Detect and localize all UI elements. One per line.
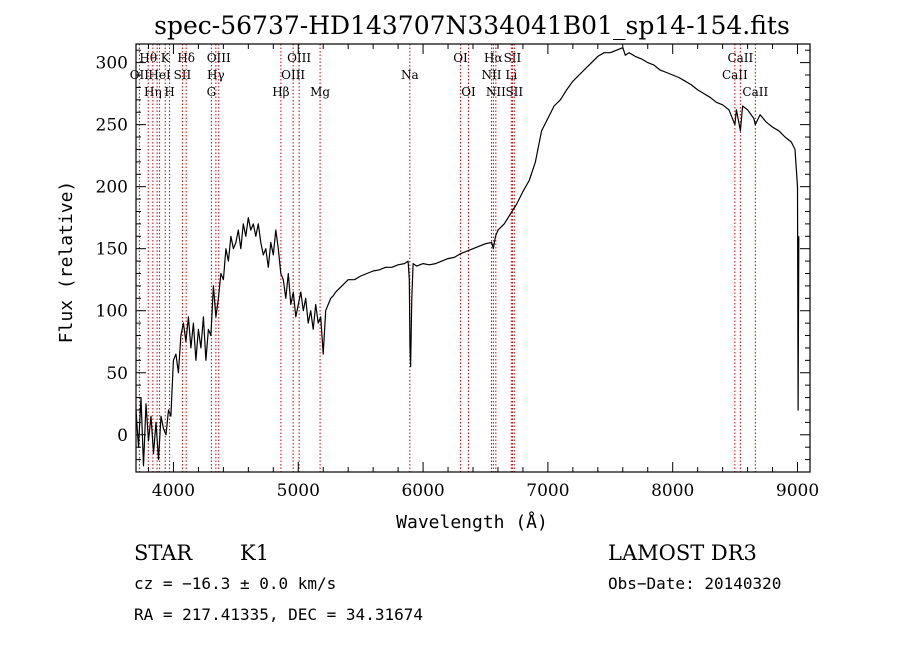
y-tick-label: 0 [117, 426, 128, 446]
line-markers: OIIHθHηHeIKHSIIHδGHγOIIIHβOIIIOIIIMgNaOI… [130, 44, 768, 472]
y-tick-label: 250 [96, 116, 128, 136]
line-marker-label: G [207, 85, 217, 99]
line-marker-label: SII [505, 85, 523, 99]
spectrum-line [135, 47, 800, 467]
line-marker-label: OI [461, 85, 476, 99]
y-axis-label: Flux (relative) [56, 181, 77, 344]
line-marker-label: K [161, 51, 171, 65]
x-tick-label: 9000 [776, 481, 819, 501]
line-marker-label: Hη [144, 85, 162, 99]
line-marker-label: Hβ [272, 85, 289, 99]
x-tick-label: 4000 [152, 481, 195, 501]
line-marker-label: Hγ [207, 68, 225, 82]
y-tick-label: 150 [96, 240, 128, 260]
line-marker-label: OI [453, 51, 468, 65]
object-type: STAR [134, 541, 193, 565]
redshift-readout: cz = −16.3 ± 0.0 km/s [134, 574, 336, 593]
x-tick-label: 5000 [277, 481, 320, 501]
plot-frame [135, 43, 811, 473]
line-marker-label: Hδ [177, 51, 195, 65]
x-tick-label: 7000 [526, 481, 569, 501]
chart-title: spec-56737-HD143707N334041B01_sp14-154.f… [154, 11, 790, 40]
object-subclass: K1 [240, 541, 269, 565]
line-marker-label: HeI [148, 68, 171, 82]
line-marker-label: Hα [484, 51, 503, 65]
line-marker-label: Li [505, 68, 517, 82]
obs-date: Obs−Date: 20140320 [608, 574, 781, 593]
survey-name: LAMOST DR3 [608, 541, 757, 565]
y-tick-label: 200 [96, 178, 128, 198]
line-marker-label: OIII [207, 51, 231, 65]
line-marker-label: CaII [722, 68, 748, 82]
line-marker-label: SII [504, 51, 522, 65]
coordinates-readout: RA = 217.41335, DEC = 34.31674 [134, 605, 423, 624]
line-marker-label: H [164, 85, 174, 99]
plot-axes: 4000 5000 6000 7000 8000 9000 0 50 100 150 200 250 3… [96, 43, 819, 501]
y-tick-label: 300 [96, 54, 128, 74]
y-tick-label: 50 [106, 364, 128, 384]
x-tick-label: 6000 [401, 481, 444, 501]
line-marker-label: Na [401, 68, 419, 82]
line-marker-label: NII [486, 85, 506, 99]
line-marker-label: SII [174, 68, 192, 82]
line-marker-label: Mg [310, 85, 330, 99]
line-marker-label: CaII [742, 85, 768, 99]
line-marker-label: OIII [287, 51, 311, 65]
line-marker-label: CaII [727, 51, 753, 65]
x-axis-label: Wavelength (Å) [396, 511, 548, 533]
line-marker-label: NII [481, 68, 501, 82]
line-marker-label: OIII [281, 68, 305, 82]
y-tick-label: 100 [96, 302, 128, 322]
x-tick-label: 8000 [651, 481, 694, 501]
